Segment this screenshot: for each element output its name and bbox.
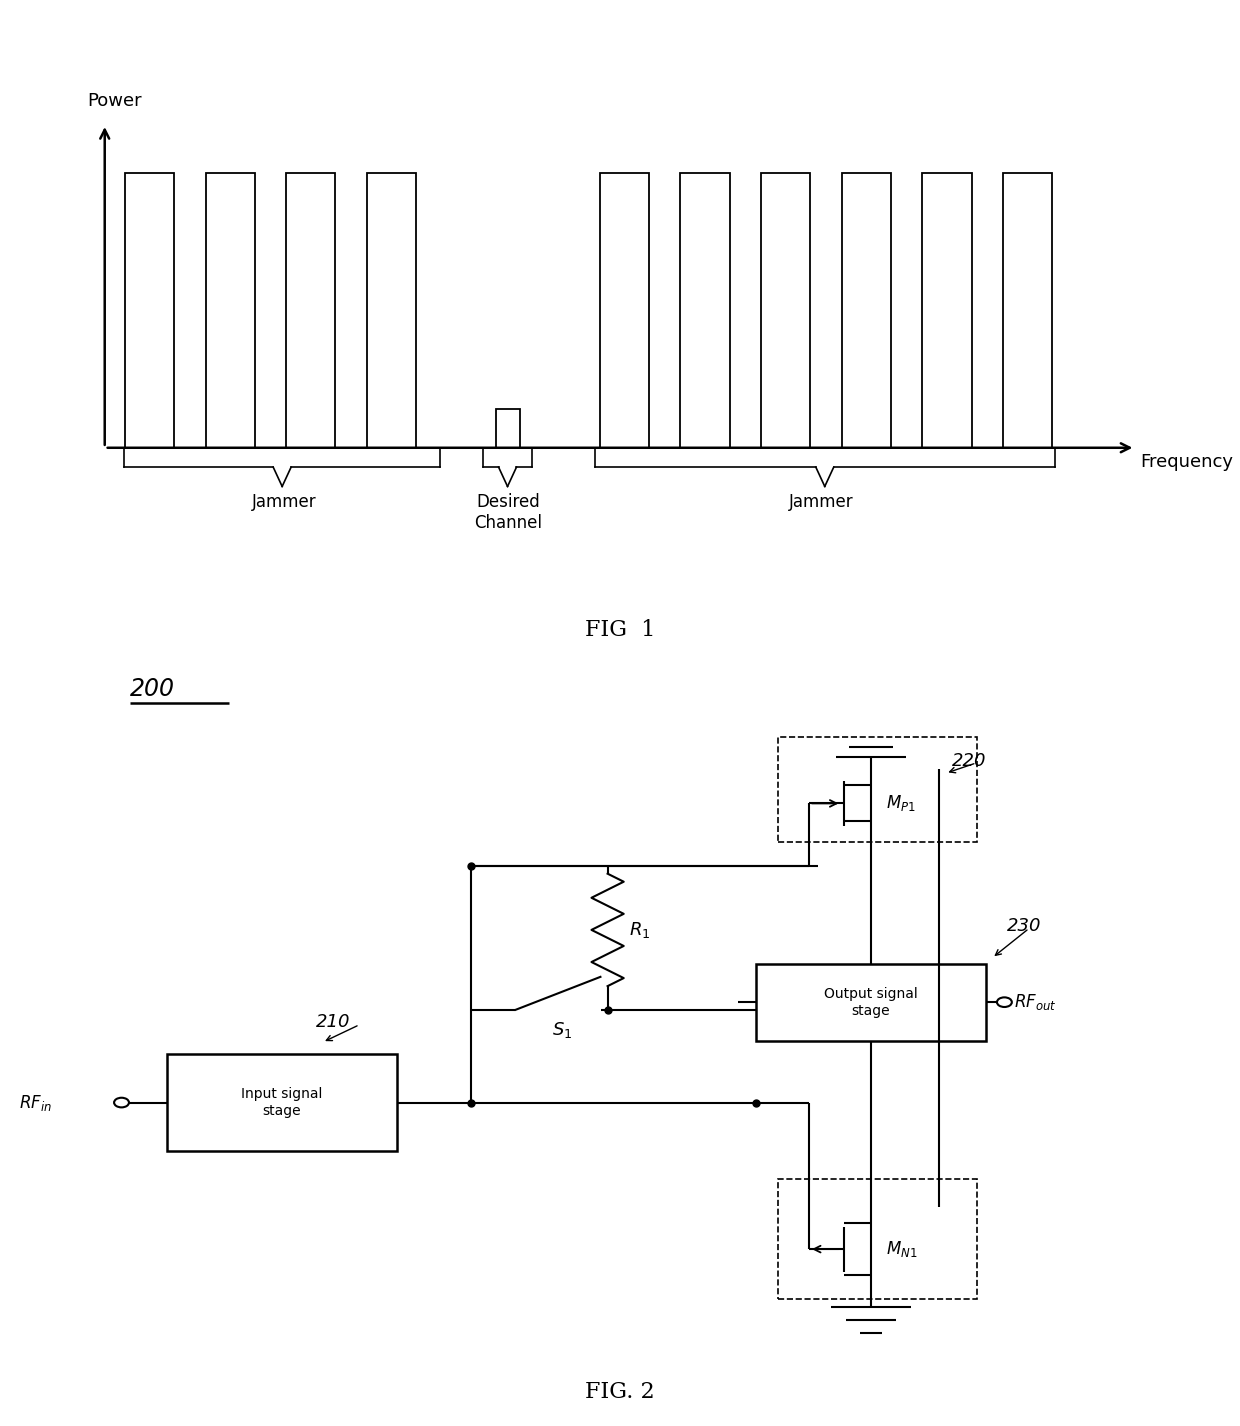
Bar: [167, 1054, 397, 1151]
Text: Power: Power: [87, 93, 141, 110]
Text: FIG  1: FIG 1: [585, 619, 655, 642]
Text: Frequency: Frequency: [1140, 453, 1233, 471]
Bar: [206, 174, 255, 448]
Text: 230: 230: [1007, 917, 1042, 935]
Text: Input signal
stage: Input signal stage: [242, 1088, 322, 1118]
Text: $S_1$: $S_1$: [552, 1020, 572, 1040]
Text: $M_{P1}$: $M_{P1}$: [885, 793, 915, 813]
Bar: [681, 174, 730, 448]
Text: $M_{N1}$: $M_{N1}$: [885, 1239, 918, 1259]
Text: $RF_{in}$: $RF_{in}$: [19, 1092, 52, 1112]
Text: Jammer: Jammer: [252, 493, 316, 512]
Bar: [761, 174, 811, 448]
Bar: [779, 1179, 977, 1299]
Bar: [756, 964, 986, 1041]
Text: $RF_{out}$: $RF_{out}$: [1014, 992, 1056, 1012]
Bar: [842, 174, 892, 448]
Text: Desired
Channel: Desired Channel: [474, 493, 542, 532]
Bar: [125, 174, 174, 448]
Bar: [923, 174, 972, 448]
Bar: [1003, 174, 1053, 448]
Bar: [779, 737, 977, 841]
Bar: [600, 174, 649, 448]
Bar: [367, 174, 417, 448]
Bar: [286, 174, 336, 448]
Text: FIG. 2: FIG. 2: [585, 1380, 655, 1403]
Text: Output signal
stage: Output signal stage: [825, 987, 918, 1018]
Text: Jammer: Jammer: [790, 493, 854, 512]
Bar: [496, 409, 521, 448]
Text: 220: 220: [952, 753, 986, 770]
Text: 210: 210: [316, 1014, 351, 1031]
Text: 200: 200: [130, 677, 175, 702]
Text: $R_1$: $R_1$: [629, 920, 650, 940]
